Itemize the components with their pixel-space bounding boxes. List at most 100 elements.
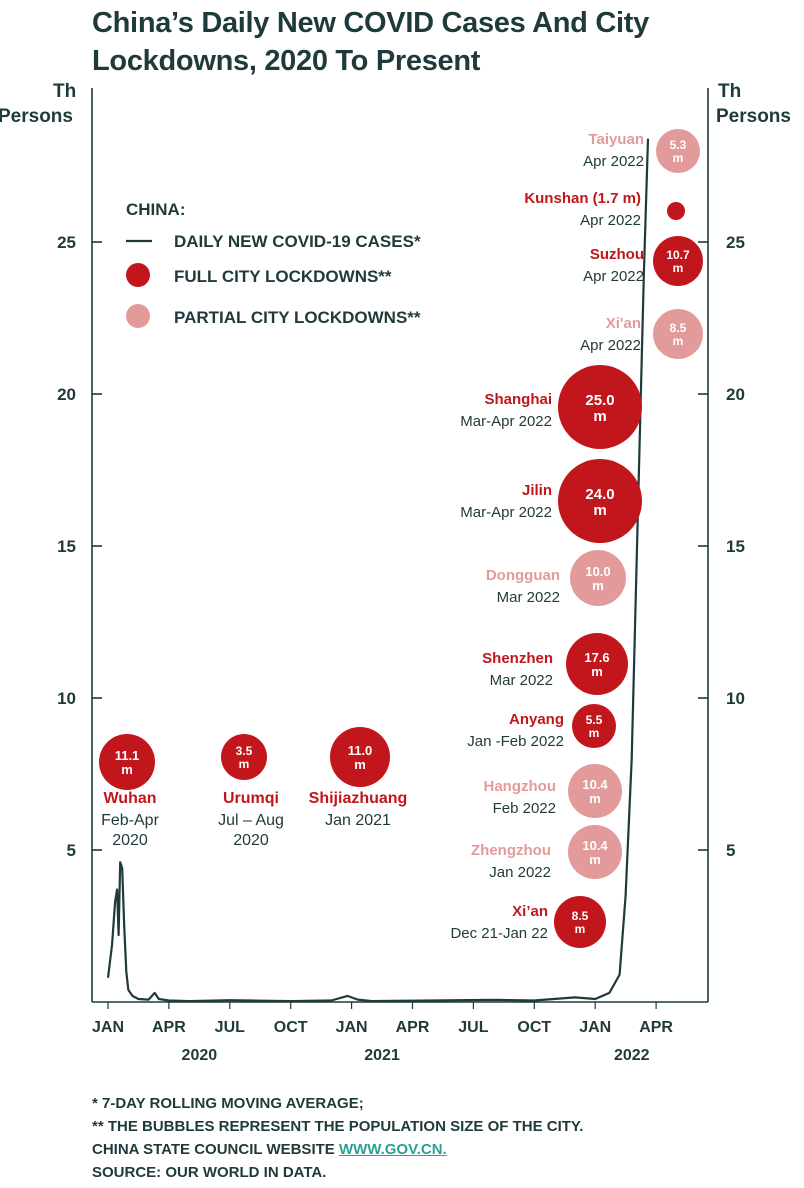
x-tick-label: JAN — [336, 1019, 368, 1036]
lockdown-period-label: Feb 2022 — [493, 800, 556, 817]
lockdown-period-label: Mar-Apr 2022 — [460, 504, 552, 521]
bubble-population-value: 10.7 — [666, 248, 690, 262]
lockdown-bubble-full — [653, 236, 703, 286]
bubble-population-unit: m — [673, 334, 684, 348]
lockdown-city-label: Zhengzhou — [471, 842, 551, 859]
lockdown-city-label: Suzhou — [590, 246, 644, 263]
legend-label-line: DAILY NEW COVID-19 CASES* — [174, 232, 421, 251]
bubble-population-unit: m — [592, 578, 604, 593]
lockdown-period-label: Jan -Feb 2022 — [467, 733, 564, 750]
x-tick-label: APR — [396, 1019, 430, 1036]
bubble-population-value: 8.5 — [670, 321, 687, 335]
lockdown-city-label: Hangzhou — [484, 778, 557, 795]
bubble-population-unit: m — [591, 664, 603, 679]
bubble-population-unit: m — [673, 261, 684, 275]
x-year-label: 2020 — [182, 1047, 218, 1064]
lockdown-city-label: Dongguan — [486, 567, 560, 584]
bubble-population-value: 10.4 — [582, 777, 608, 792]
lockdown-period-label: Mar 2022 — [490, 672, 553, 689]
lockdown-city-label: Wuhan — [103, 790, 156, 807]
bubble-population-unit: m — [673, 151, 684, 165]
x-year-label: 2021 — [364, 1047, 400, 1064]
x-tick-label: APR — [639, 1019, 673, 1036]
lockdown-period-label: Mar 2022 — [497, 589, 560, 606]
x-tick-label: JAN — [579, 1019, 611, 1036]
lockdown-city-label: Jilin — [522, 482, 552, 499]
lockdown-bubble-full — [566, 633, 628, 695]
lockdown-bubble-partial — [656, 129, 700, 173]
y-tick-label-right: 25 — [726, 233, 745, 252]
lockdown-bubble-full — [667, 202, 685, 220]
lockdown-period-label: 2020 — [112, 832, 148, 849]
lockdown-bubble-full — [554, 896, 606, 948]
lockdown-period-label: Jul – Aug — [218, 812, 284, 829]
x-year-label: 2022 — [614, 1047, 650, 1064]
bubble-population-unit: m — [121, 762, 133, 777]
footnote-website: CHINA STATE COUNCIL WEBSITE WWW.GOV.CN. — [92, 1138, 583, 1161]
lockdown-bubble-full — [558, 365, 642, 449]
legend-partial-swatch — [126, 304, 150, 328]
lockdown-bubble-partial — [568, 825, 622, 879]
bubble-population-value: 11.0 — [348, 743, 373, 758]
legend-full-swatch — [126, 263, 150, 287]
lockdown-period-label: Jan 2021 — [325, 812, 391, 829]
lockdown-bubble-partial — [568, 764, 622, 818]
bubble-population-unit: m — [575, 922, 586, 936]
lockdown-bubble-full — [558, 459, 642, 543]
bubble-population-unit: m — [589, 791, 601, 806]
footnote-website-prefix: CHINA STATE COUNCIL WEBSITE — [92, 1141, 339, 1158]
lockdown-city-label: Urumqi — [223, 790, 279, 807]
bubble-population-value: 24.0 — [585, 486, 614, 503]
bubble-population-value: 11.1 — [115, 748, 140, 763]
lockdown-period-label: Feb-Apr — [101, 812, 159, 829]
left-axis-unit-persons: Persons — [0, 106, 73, 127]
lockdown-city-label: Shanghai — [484, 391, 552, 408]
x-tick-label: JAN — [92, 1019, 124, 1036]
lockdown-period-label: Apr 2022 — [580, 212, 641, 229]
legend-title: CHINA: — [126, 200, 186, 219]
x-tick-label: APR — [152, 1019, 186, 1036]
bubble-population-unit: m — [239, 757, 250, 771]
lockdown-period-label: Apr 2022 — [583, 153, 644, 170]
bubble-population-value: 3.5 — [236, 744, 253, 758]
x-tick-label: OCT — [274, 1019, 308, 1036]
lockdown-city-label: Shenzhen — [482, 650, 553, 667]
footnote-bubbles: ** THE BUBBLES REPRESENT THE POPULATION … — [92, 1118, 584, 1135]
y-tick-label-right: 5 — [726, 841, 735, 860]
bubble-population-value: 5.3 — [670, 138, 687, 152]
lockdown-period-label: Mar-Apr 2022 — [460, 413, 552, 430]
lockdown-bubble-full — [221, 734, 267, 780]
gov-cn-link[interactable]: WWW.GOV.CN. — [338, 1141, 447, 1158]
lockdown-bubble-partial — [653, 309, 703, 359]
lockdown-bubble-full — [572, 704, 616, 748]
bubble-population-unit: m — [589, 852, 601, 867]
daily-cases-line — [106, 138, 650, 1003]
lockdown-period-label: Apr 2022 — [583, 268, 644, 285]
lockdown-city-label: Shijiazhuang — [309, 790, 408, 807]
right-axis-unit-persons: Persons — [716, 106, 791, 127]
bubble-population-unit: m — [593, 502, 606, 519]
lockdown-city-label: Xi’an — [512, 903, 548, 920]
lockdown-period-label: Jan 2022 — [489, 864, 551, 881]
y-tick-label-right: 15 — [726, 537, 745, 556]
lockdown-city-label: Xi'an — [606, 315, 641, 332]
bubble-population-value: 10.4 — [582, 838, 608, 853]
bubble-population-unit: m — [593, 408, 606, 425]
x-tick-label: JUL — [215, 1019, 245, 1036]
bubble-population-value: 5.5 — [586, 713, 603, 727]
lockdown-city-label: Anyang — [509, 711, 564, 728]
lockdown-city-label: Taiyuan — [588, 131, 644, 148]
lockdown-bubble-partial — [570, 550, 626, 606]
y-tick-label-left: 25 — [57, 233, 76, 252]
footnote-source: SOURCE: OUR WORLD IN DATA. — [92, 1164, 327, 1181]
y-tick-label-left: 15 — [57, 537, 76, 556]
footnote-rolling-average: * 7-DAY ROLLING MOVING AVERAGE; — [92, 1095, 364, 1112]
chart-title: China’s Daily New COVID Cases And City L… — [92, 7, 649, 77]
y-tick-label-left: 10 — [57, 689, 76, 708]
bubble-population-value: 10.0 — [585, 564, 610, 579]
x-tick-label: JUL — [458, 1019, 488, 1036]
lockdown-period-label: 2020 — [233, 832, 269, 849]
x-tick-label: OCT — [517, 1019, 551, 1036]
left-axis-unit-th: Th — [53, 81, 76, 102]
